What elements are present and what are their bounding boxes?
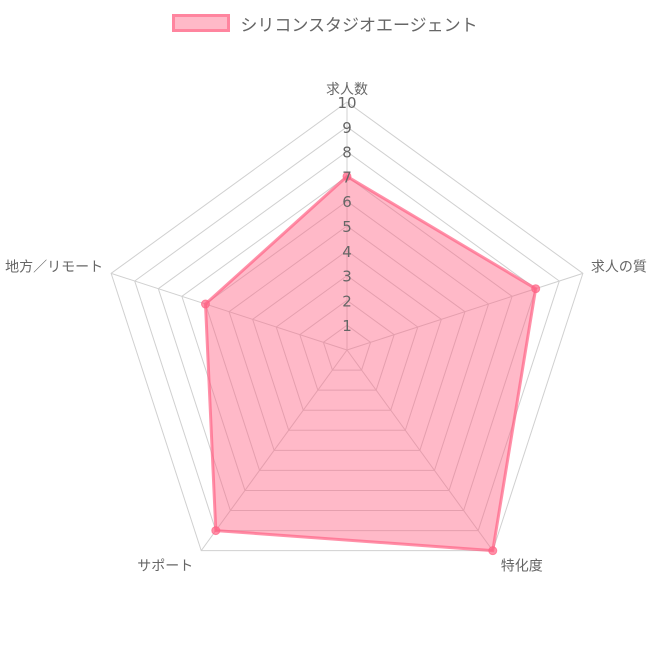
- grid-ring-2: [299, 299, 395, 391]
- data-point-5: [200, 299, 210, 309]
- grid-ring-4: [252, 250, 442, 431]
- tick-label-1: 1: [342, 317, 352, 335]
- tick-label-8: 8: [342, 144, 352, 162]
- grid-ring-1: [322, 324, 372, 371]
- tick-label-5: 5: [342, 218, 352, 236]
- grid-spoke-5: [110, 272, 348, 351]
- data-point-1: [342, 171, 352, 181]
- data-point-4: [211, 526, 221, 536]
- grid-spoke-2: [346, 272, 584, 351]
- tick-label-3: 3: [342, 268, 352, 286]
- tick-label-10: 10: [337, 94, 356, 112]
- category-label-5: 地方／リモート: [5, 259, 103, 275]
- grid-ring-9: [134, 126, 560, 532]
- tick-label-2: 2: [342, 292, 352, 310]
- tick-label-7: 7: [342, 168, 352, 186]
- grid-ring-8: [157, 150, 537, 512]
- series-area: [203, 174, 538, 553]
- grid-ring-5: [228, 225, 466, 451]
- grid-spoke-3: [346, 349, 494, 551]
- data-point-2: [531, 284, 541, 294]
- grid-ring-3: [275, 274, 419, 411]
- tick-label-6: 6: [342, 193, 352, 211]
- category-label-2: 求人の質: [591, 259, 647, 275]
- grid-ring-10: [110, 101, 584, 552]
- legend[interactable]: シリコンスタジオエージェント: [0, 10, 650, 36]
- legend-swatch: [172, 14, 231, 32]
- tick-label-9: 9: [342, 119, 352, 137]
- grid-spoke-4: [200, 349, 348, 551]
- data-point-3: [488, 546, 498, 556]
- category-label-3: 特化度: [501, 559, 543, 575]
- category-label-4: サポート: [137, 559, 193, 575]
- category-label-1: 求人数: [326, 82, 368, 98]
- grid-ring-6: [204, 200, 490, 471]
- legend-label: シリコンスタジオエージェント: [240, 15, 478, 36]
- grid-ring-7: [181, 175, 513, 491]
- tick-label-4: 4: [342, 243, 352, 261]
